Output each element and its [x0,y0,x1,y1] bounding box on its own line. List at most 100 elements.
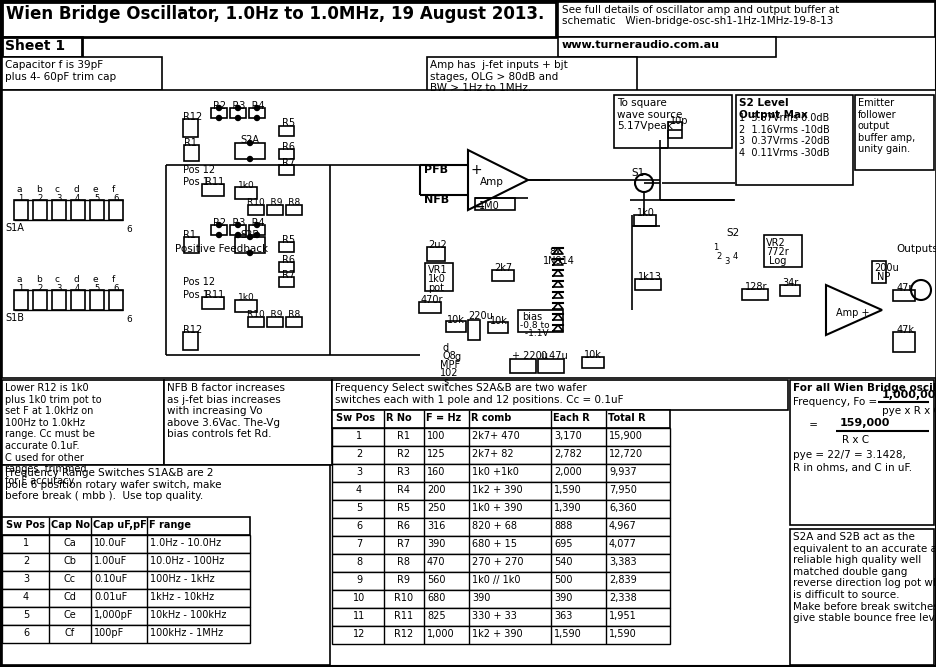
Text: 2: 2 [715,252,721,261]
Text: R4: R4 [397,485,410,495]
Bar [285,205,301,215]
Text: 316: 316 [427,521,445,531]
Bar [279,242,294,252]
Text: b: b [36,185,42,194]
Text: Frequency, Fo =: Frequency, Fo = [792,397,876,407]
Text: www.turneraudio.com.au: www.turneraudio.com.au [562,40,719,50]
Bar [2,465,329,665]
Text: b: b [36,275,42,284]
Text: Cc: Cc [64,574,76,584]
Text: 12,720: 12,720 [608,449,642,459]
Bar [183,119,197,137]
Bar [202,184,224,196]
Bar [331,590,669,608]
Text: R2: R2 [397,449,410,459]
Text: 128r: 128r [744,282,767,292]
Text: 1.00uF: 1.00uF [94,556,127,566]
Bar [2,535,250,553]
Bar [425,263,452,291]
Text: bias: bias [521,312,542,322]
Text: c: c [55,185,60,194]
Text: 680 + 15: 680 + 15 [472,539,517,549]
Bar [229,225,246,235]
Text: 6: 6 [125,315,132,324]
Text: 4: 4 [732,252,738,261]
Text: Cf: Cf [65,628,75,638]
Text: R7: R7 [282,158,295,168]
Text: S2: S2 [725,228,739,238]
Text: 363: 363 [553,611,572,621]
Bar [789,529,933,665]
Text: 220u: 220u [467,311,492,321]
Bar [634,215,655,226]
Text: PFB: PFB [424,165,447,175]
Circle shape [247,235,252,239]
Text: 6: 6 [113,284,118,293]
Text: 6: 6 [22,628,29,638]
Text: VR2: VR2 [766,238,785,248]
Bar [183,332,197,350]
Text: Cb: Cb [64,556,77,566]
Bar [427,57,636,102]
Text: Each R: Each R [552,413,589,423]
Bar [331,482,669,500]
Text: R6: R6 [397,521,410,531]
Text: 200: 200 [427,485,445,495]
Bar [202,297,224,309]
Text: 6: 6 [113,194,118,203]
Text: 470r: 470r [420,295,443,305]
Text: 2,782: 2,782 [553,449,581,459]
Circle shape [247,157,252,161]
Bar [109,200,123,220]
Text: 1.0Hz - 10.0Hz: 1.0Hz - 10.0Hz [150,538,221,548]
Text: 1,390: 1,390 [553,503,581,513]
Text: 100kHz - 1MHz: 100kHz - 1MHz [150,628,223,638]
Text: 1,590: 1,590 [608,629,636,639]
Text: R11: R11 [202,290,224,300]
Bar [635,279,660,290]
Bar [2,625,250,643]
Bar [331,428,669,446]
Text: 9: 9 [356,575,361,585]
Text: S1B: S1B [5,313,24,323]
Text: -1.1V: -1.1V [521,329,548,338]
Text: 10.0Hz - 100Hz: 10.0Hz - 100Hz [150,556,224,566]
Bar [518,310,563,332]
Bar [2,589,250,607]
Text: Sw Pos: Sw Pos [6,520,45,530]
Text: 1,000pF: 1,000pF [94,610,133,620]
Text: Ca: Ca [64,538,77,548]
Text: R1: R1 [183,230,196,240]
Text: 200u: 200u [873,263,898,273]
Text: Emitter
follower
output
buffer amp,
unity gain.: Emitter follower output buffer amp, unit… [857,98,914,154]
Text: 125: 125 [427,449,446,459]
Text: 330 + 33: 330 + 33 [472,611,517,621]
Text: 6: 6 [356,521,361,531]
Text: R10: R10 [394,593,413,603]
Text: R5: R5 [282,235,295,245]
Text: R7: R7 [282,270,295,280]
Text: 5: 5 [94,284,99,293]
Text: Capacitor f is 39pF
plus 4- 60pF trim cap: Capacitor f is 39pF plus 4- 60pF trim ca… [5,60,116,81]
Text: −: − [471,198,484,216]
Text: 15,900: 15,900 [608,431,642,441]
Bar [558,2,934,37]
Text: To square
wave source
5.17Vpeak: To square wave source 5.17Vpeak [616,98,681,131]
Bar [279,126,294,136]
Text: 10k: 10k [583,350,601,360]
Circle shape [255,105,259,111]
Text: f: f [112,185,115,194]
Text: R8: R8 [397,557,410,567]
Text: e: e [93,275,98,284]
Text: a: a [17,185,22,194]
Bar [581,357,604,368]
Bar [491,270,514,281]
Text: 102: 102 [440,368,458,378]
Text: 772r: 772r [766,247,788,257]
Text: d: d [74,185,80,194]
Text: 1k2 + 390: 1k2 + 390 [472,629,522,639]
Text: 2k7+ 470: 2k7+ 470 [472,431,519,441]
Text: NFB B factor increases
as j-fet bias increases
with increasing Vo
above 3.6Vac. : NFB B factor increases as j-fet bias inc… [167,383,285,440]
Bar [279,262,294,272]
Circle shape [235,105,241,111]
